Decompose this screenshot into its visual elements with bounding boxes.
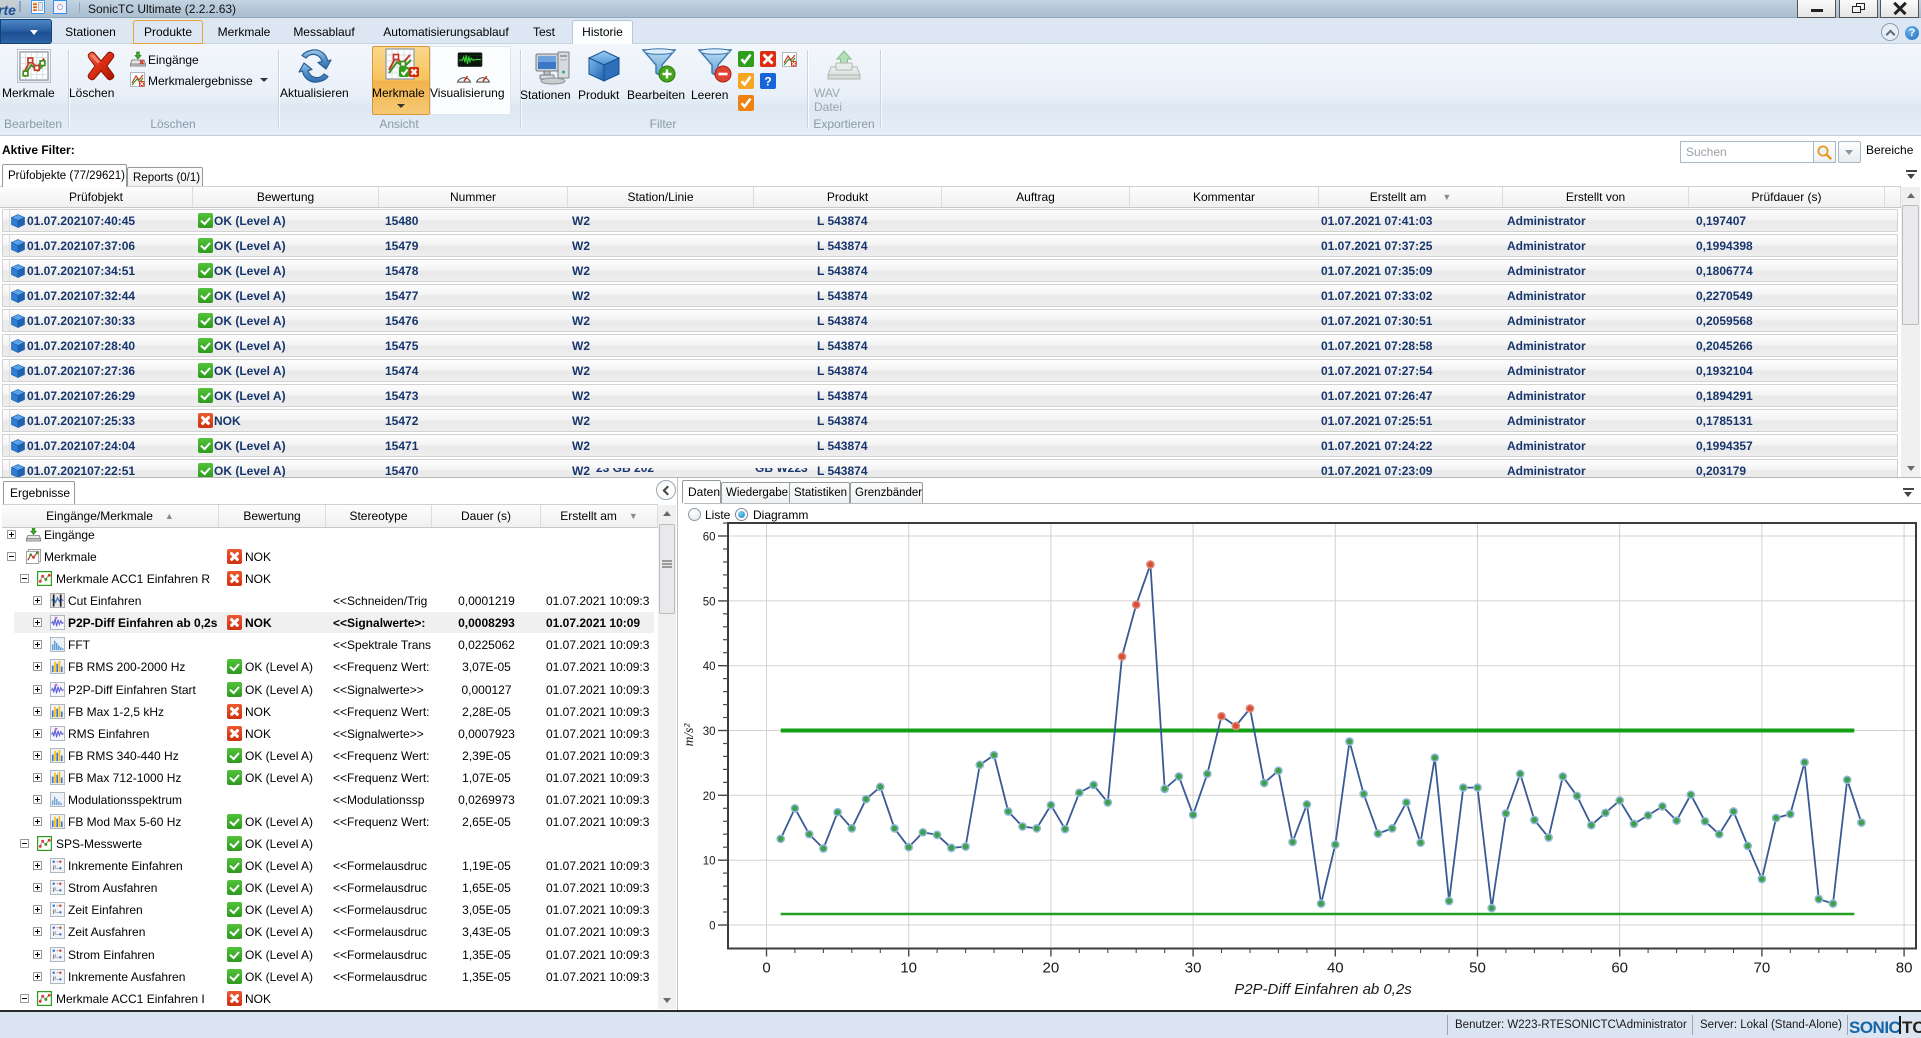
svg-text:30: 30 — [703, 726, 716, 738]
svg-text:0: 0 — [762, 960, 770, 977]
svg-text:P2P-Diff Einfahren ab 0,2s: P2P-Diff Einfahren ab 0,2s — [1234, 981, 1412, 998]
svg-text:40: 40 — [703, 661, 716, 673]
svg-text:I²: I² — [52, 909, 57, 916]
svg-text:I²: I² — [52, 954, 57, 961]
svg-text:40: 40 — [1327, 960, 1344, 977]
svg-text:m/s²: m/s² — [681, 723, 696, 747]
svg-text:I²: I² — [52, 976, 57, 983]
svg-text:10: 10 — [900, 960, 917, 977]
svg-text:?: ? — [764, 75, 771, 89]
svg-text:50: 50 — [1469, 960, 1486, 977]
svg-text:60: 60 — [703, 532, 716, 544]
svg-text:I²: I² — [52, 887, 57, 894]
svg-text:10: 10 — [703, 856, 716, 868]
svg-text:30: 30 — [1185, 960, 1202, 977]
svg-text:60: 60 — [1611, 960, 1628, 977]
svg-text:I²: I² — [52, 931, 57, 938]
svg-text:80: 80 — [1896, 960, 1913, 977]
svg-text:20: 20 — [703, 791, 716, 803]
svg-text:20: 20 — [1043, 960, 1060, 977]
svg-text:I²: I² — [52, 865, 57, 872]
svg-text:50: 50 — [703, 596, 716, 608]
svg-text:0: 0 — [709, 921, 715, 933]
svg-text:70: 70 — [1754, 960, 1771, 977]
